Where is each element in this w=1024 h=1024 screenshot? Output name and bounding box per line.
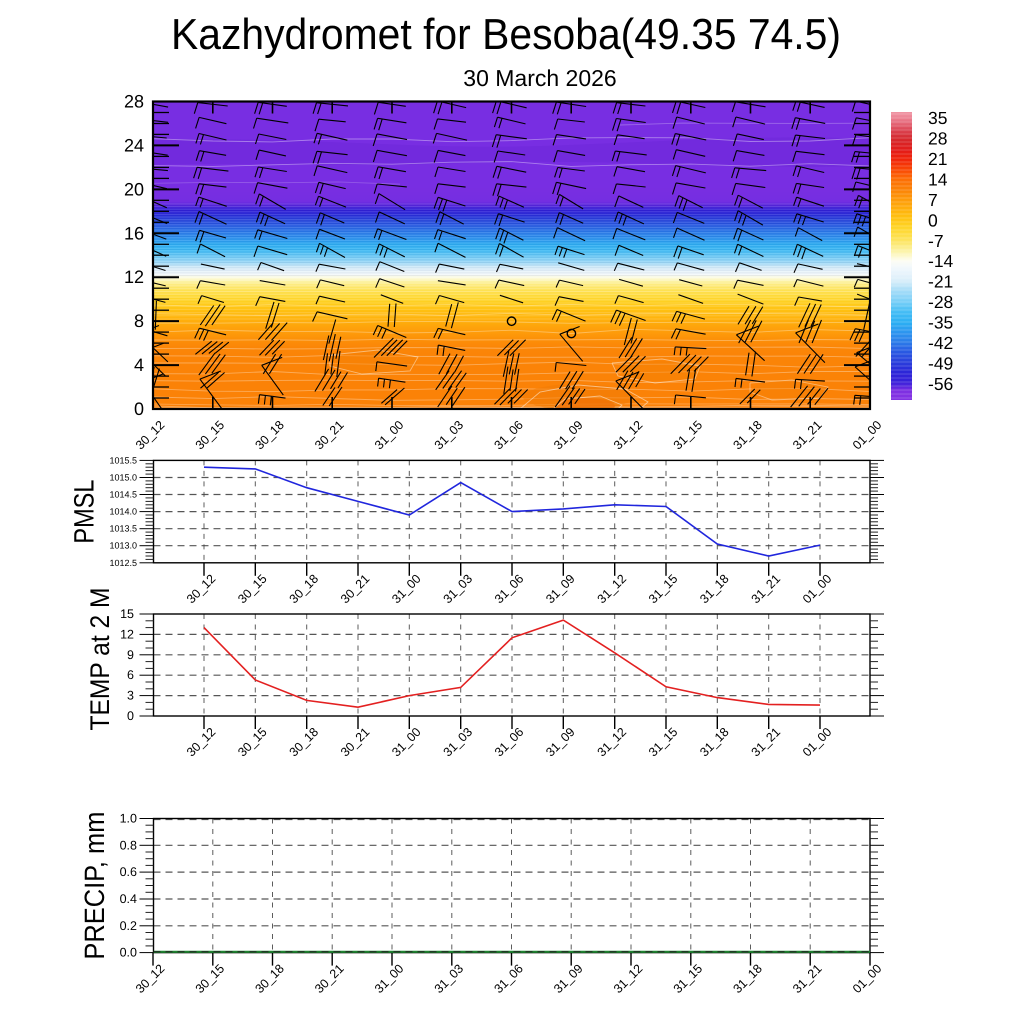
svg-text:12: 12 — [124, 267, 144, 287]
svg-text:3: 3 — [127, 689, 134, 703]
svg-text:24: 24 — [124, 135, 144, 155]
svg-text:35: 35 — [928, 108, 947, 128]
svg-text:7: 7 — [928, 190, 938, 210]
svg-text:15: 15 — [120, 607, 134, 621]
svg-text:0.0: 0.0 — [120, 946, 137, 960]
svg-text:-42: -42 — [928, 333, 953, 353]
svg-text:0: 0 — [134, 399, 144, 419]
svg-text:1012.5: 1012.5 — [109, 558, 137, 568]
svg-text:9: 9 — [127, 648, 134, 662]
svg-text:1013.0: 1013.0 — [109, 541, 137, 551]
svg-text:-49: -49 — [928, 354, 953, 374]
svg-text:0.6: 0.6 — [120, 865, 137, 879]
svg-text:0.4: 0.4 — [120, 892, 137, 906]
svg-text:16: 16 — [124, 223, 144, 243]
svg-text:TEMP at 2 M: TEMP at 2 M — [85, 588, 115, 731]
svg-text:0.2: 0.2 — [120, 919, 137, 933]
svg-text:PRECIP, mm: PRECIP, mm — [79, 812, 110, 960]
svg-text:-56: -56 — [928, 374, 953, 394]
svg-text:21: 21 — [928, 149, 947, 169]
svg-text:-14: -14 — [928, 251, 954, 271]
svg-text:Kazhydromet for Besoba(49.35 7: Kazhydromet for Besoba(49.35 74.5) — [171, 11, 841, 59]
svg-text:14: 14 — [928, 169, 948, 189]
svg-text:12: 12 — [120, 627, 134, 641]
svg-text:0.8: 0.8 — [120, 838, 137, 852]
svg-text:30 March 2026: 30 March 2026 — [463, 65, 616, 91]
svg-text:-7: -7 — [928, 231, 944, 251]
svg-text:4: 4 — [134, 355, 144, 375]
svg-text:8: 8 — [134, 311, 144, 331]
svg-text:-21: -21 — [928, 272, 953, 292]
svg-text:-28: -28 — [928, 292, 953, 312]
svg-text:1015.0: 1015.0 — [109, 473, 137, 483]
svg-text:PMSL: PMSL — [69, 480, 100, 544]
svg-text:1014.0: 1014.0 — [109, 507, 137, 517]
svg-text:1015.5: 1015.5 — [109, 455, 137, 465]
svg-text:6: 6 — [127, 668, 134, 682]
svg-text:1.0: 1.0 — [120, 812, 137, 826]
svg-text:0: 0 — [127, 709, 134, 723]
svg-text:1013.5: 1013.5 — [109, 524, 137, 534]
svg-text:28: 28 — [928, 129, 947, 149]
svg-text:28: 28 — [124, 92, 144, 112]
svg-text:-35: -35 — [928, 313, 953, 333]
svg-text:0: 0 — [928, 210, 938, 230]
svg-text:1014.5: 1014.5 — [109, 490, 137, 500]
svg-text:20: 20 — [124, 179, 144, 199]
